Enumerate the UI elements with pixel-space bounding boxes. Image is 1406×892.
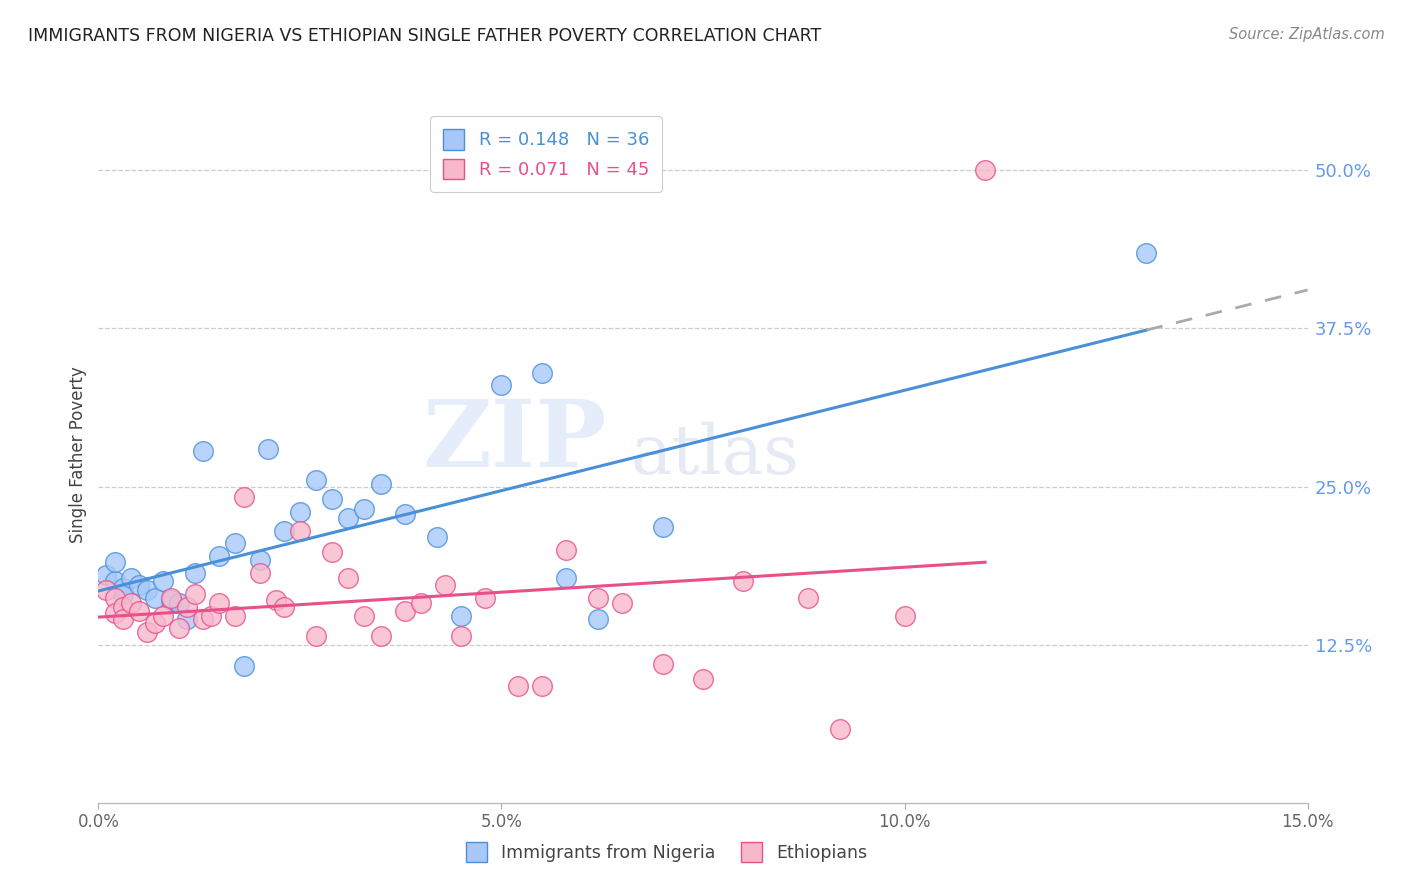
Point bbox=[273, 524, 295, 538]
Point bbox=[111, 581, 134, 595]
Point bbox=[530, 680, 553, 694]
Point bbox=[273, 599, 295, 614]
Point bbox=[450, 608, 472, 623]
Point bbox=[974, 163, 997, 178]
Point bbox=[96, 568, 118, 582]
Point bbox=[111, 587, 134, 601]
Point bbox=[96, 583, 118, 598]
Point bbox=[409, 596, 432, 610]
Point bbox=[224, 608, 246, 623]
Point bbox=[193, 612, 215, 626]
Point bbox=[120, 596, 142, 610]
Legend: Immigrants from Nigeria, Ethiopians: Immigrants from Nigeria, Ethiopians bbox=[457, 833, 876, 871]
Point bbox=[128, 578, 150, 592]
Text: atlas: atlas bbox=[630, 422, 800, 488]
Point bbox=[893, 608, 915, 623]
Point bbox=[200, 608, 222, 623]
Point bbox=[1135, 245, 1157, 260]
Point bbox=[586, 612, 609, 626]
Point bbox=[160, 593, 183, 607]
Point bbox=[224, 536, 246, 550]
Point bbox=[167, 621, 190, 635]
Point bbox=[353, 608, 375, 623]
Point bbox=[305, 629, 328, 643]
Point bbox=[208, 596, 231, 610]
Point bbox=[474, 591, 496, 605]
Point bbox=[120, 571, 142, 585]
Text: ZIP: ZIP bbox=[422, 396, 606, 486]
Point bbox=[232, 490, 254, 504]
Point bbox=[264, 593, 287, 607]
Point bbox=[651, 520, 673, 534]
Point bbox=[692, 672, 714, 686]
Point bbox=[249, 566, 271, 580]
Point bbox=[103, 606, 125, 620]
Point bbox=[184, 566, 207, 580]
Text: IMMIGRANTS FROM NIGERIA VS ETHIOPIAN SINGLE FATHER POVERTY CORRELATION CHART: IMMIGRANTS FROM NIGERIA VS ETHIOPIAN SIN… bbox=[28, 27, 821, 45]
Point bbox=[208, 549, 231, 563]
Point bbox=[103, 591, 125, 605]
Point bbox=[256, 442, 278, 456]
Point bbox=[143, 616, 166, 631]
Point bbox=[232, 659, 254, 673]
Point bbox=[143, 591, 166, 605]
Point bbox=[337, 571, 360, 585]
Point bbox=[370, 477, 392, 491]
Point bbox=[353, 502, 375, 516]
Point bbox=[434, 578, 457, 592]
Point bbox=[176, 612, 198, 626]
Point bbox=[135, 625, 157, 640]
Point bbox=[193, 444, 215, 458]
Point bbox=[530, 366, 553, 380]
Point bbox=[184, 587, 207, 601]
Point bbox=[394, 508, 416, 522]
Point bbox=[426, 530, 449, 544]
Point bbox=[321, 492, 343, 507]
Point bbox=[176, 599, 198, 614]
Point bbox=[555, 542, 578, 557]
Point bbox=[305, 473, 328, 487]
Point bbox=[167, 596, 190, 610]
Point bbox=[612, 596, 634, 610]
Point bbox=[797, 591, 820, 605]
Point bbox=[249, 553, 271, 567]
Point bbox=[152, 608, 174, 623]
Point bbox=[128, 603, 150, 617]
Point bbox=[288, 524, 311, 538]
Point bbox=[506, 680, 529, 694]
Point bbox=[586, 591, 609, 605]
Point bbox=[651, 657, 673, 671]
Point bbox=[111, 599, 134, 614]
Point bbox=[337, 511, 360, 525]
Point bbox=[370, 629, 392, 643]
Point bbox=[491, 378, 513, 392]
Point bbox=[555, 571, 578, 585]
Point bbox=[394, 603, 416, 617]
Point bbox=[160, 591, 183, 605]
Point bbox=[828, 723, 851, 737]
Point bbox=[288, 505, 311, 519]
Point bbox=[450, 629, 472, 643]
Point bbox=[152, 574, 174, 589]
Point bbox=[733, 574, 755, 589]
Point bbox=[103, 574, 125, 589]
Text: Source: ZipAtlas.com: Source: ZipAtlas.com bbox=[1229, 27, 1385, 42]
Y-axis label: Single Father Poverty: Single Father Poverty bbox=[69, 367, 87, 543]
Point bbox=[111, 612, 134, 626]
Point bbox=[135, 583, 157, 598]
Point bbox=[321, 545, 343, 559]
Point bbox=[103, 556, 125, 570]
